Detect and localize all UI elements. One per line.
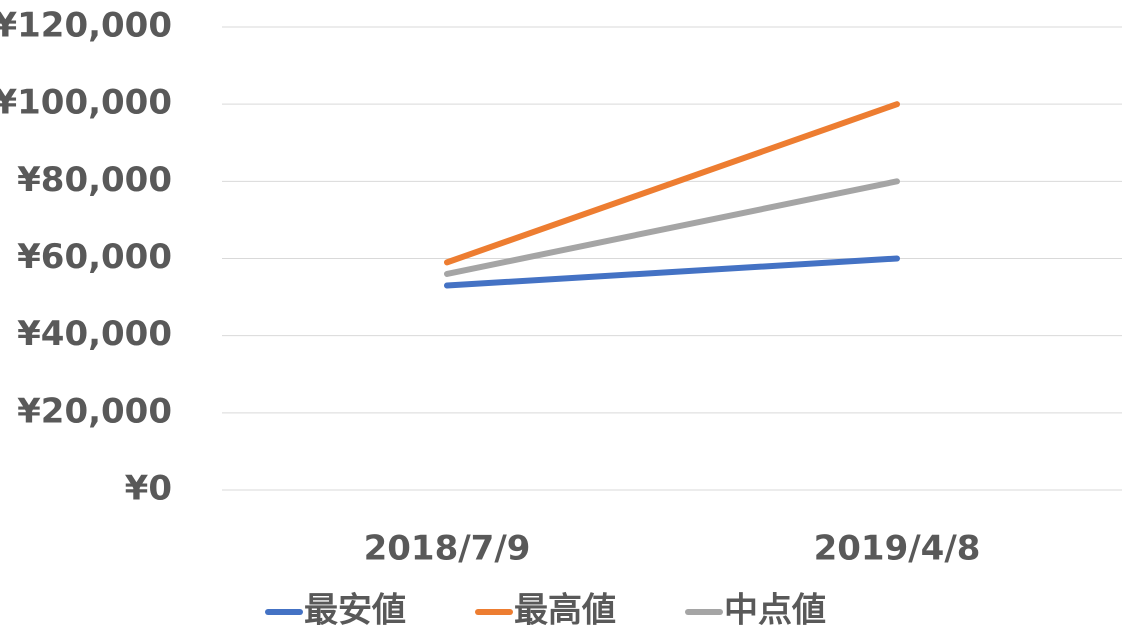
legend-label: 最高値 [514, 591, 616, 631]
y-tick-label: ¥100,000 [0, 83, 172, 123]
x-tick-label: 2018/7/9 [364, 529, 531, 569]
y-tick-label: ¥60,000 [17, 237, 172, 277]
y-tick-label: ¥40,000 [17, 314, 172, 354]
y-tick-label: ¥0 [125, 469, 172, 509]
x-tick-label: 2019/4/8 [814, 529, 981, 569]
y-tick-label: ¥120,000 [0, 6, 172, 46]
y-tick-label: ¥20,000 [17, 391, 172, 431]
y-tick-label: ¥80,000 [17, 160, 172, 200]
series-line [444, 178, 900, 277]
series-line [444, 255, 900, 289]
legend-label: 最安値 [304, 591, 406, 631]
series-line [444, 101, 900, 266]
legend-label: 中点値 [724, 591, 826, 631]
